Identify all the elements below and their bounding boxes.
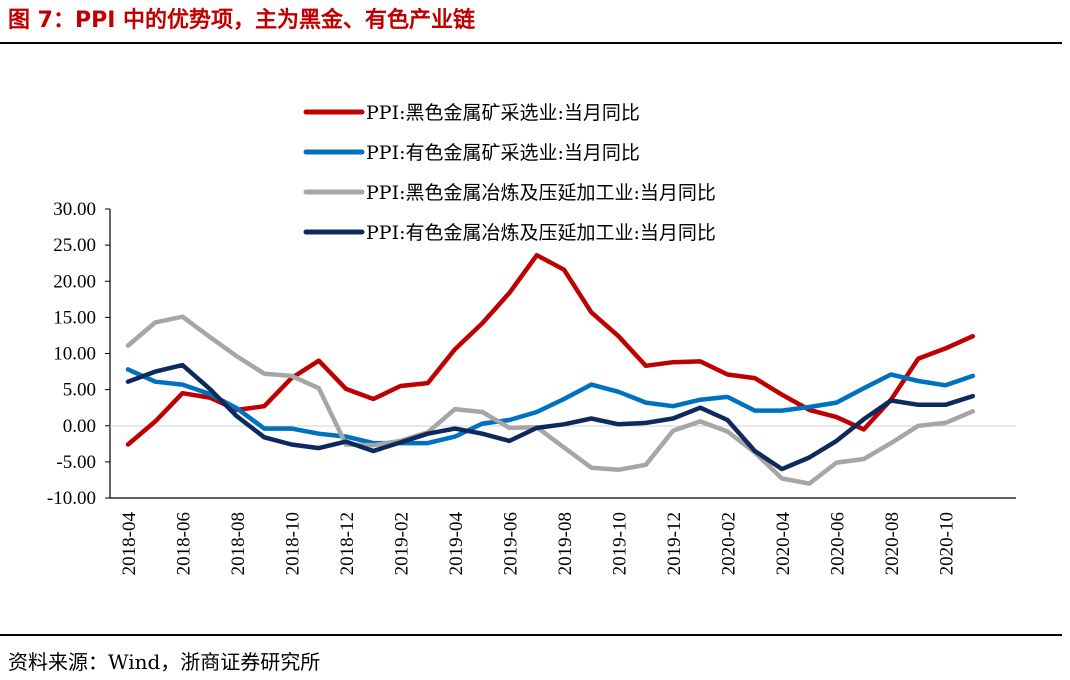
x-tick-label: 2019-04 bbox=[446, 512, 467, 576]
x-tick-label: 2018-06 bbox=[174, 512, 195, 575]
y-tick-label: 25.00 bbox=[53, 235, 96, 256]
series-line-3 bbox=[125, 314, 976, 486]
legend-label-3: PPI:黑色金属冶炼及压延加工业:当月同比 bbox=[366, 182, 716, 204]
y-tick-labels: 30.00 25.00 20.00 15.00 10.00 5.00 0.00 -5.00 -1… bbox=[47, 199, 110, 509]
y-tick-label: 15.00 bbox=[53, 307, 96, 328]
legend-label-4: PPI:有色金属冶炼及压延加工业:当月同比 bbox=[366, 222, 716, 244]
x-tick-label: 2020-10 bbox=[937, 512, 958, 575]
x-tick-label: 2018-04 bbox=[119, 512, 140, 576]
legend: PPI:黑色金属矿采选业:当月同比 PPI:有色金属矿采选业:当月同比 PPI:黑色… bbox=[303, 102, 716, 244]
x-tick-label: 2019-10 bbox=[610, 512, 631, 575]
y-tick-label: 5.00 bbox=[63, 380, 96, 401]
top-rule bbox=[0, 42, 1062, 44]
y-tick-label: 10.00 bbox=[53, 344, 96, 365]
x-tick-label: 2020-08 bbox=[882, 512, 903, 575]
x-tick-label: 2020-06 bbox=[828, 512, 849, 575]
x-tick-label: 2019-08 bbox=[555, 512, 576, 575]
x-tick-label: 2019-12 bbox=[664, 512, 685, 575]
x-tick-label: 2019-06 bbox=[501, 512, 522, 575]
x-tick-label: 2018-12 bbox=[337, 512, 358, 575]
x-tick-label: 2019-02 bbox=[392, 512, 413, 575]
series-lines bbox=[125, 252, 976, 486]
y-tick-label: -10.00 bbox=[47, 488, 96, 509]
y-tick-label: 20.00 bbox=[53, 271, 96, 292]
y-tick-label: -5.00 bbox=[56, 452, 96, 473]
bottom-rule bbox=[0, 634, 1062, 636]
y-tick-label: 0.00 bbox=[63, 416, 96, 437]
x-tick-label: 2020-02 bbox=[719, 512, 740, 575]
x-tick-label: 2018-10 bbox=[283, 512, 304, 575]
series-line-2 bbox=[125, 367, 976, 446]
source-note: 资料来源：Wind，浙商证券研究所 bbox=[8, 650, 321, 674]
series-line-4 bbox=[125, 362, 976, 472]
x-tick-label: 2020-04 bbox=[773, 512, 794, 576]
series-line-1 bbox=[125, 252, 976, 447]
x-tick-labels: 2018-04 2018-06 2018-08 2018-10 2018-12 2019-… bbox=[119, 512, 958, 576]
legend-label-1: PPI:黑色金属矿采选业:当月同比 bbox=[366, 102, 640, 124]
figure-title: 图 7：PPI 中的优势项，主为黑金、有色产业链 bbox=[8, 8, 476, 33]
legend-label-2: PPI:有色金属矿采选业:当月同比 bbox=[366, 142, 640, 164]
y-tick-label: 30.00 bbox=[53, 199, 96, 220]
x-tick-label: 2018-08 bbox=[228, 512, 249, 575]
line-chart: 30.00 25.00 20.00 15.00 10.00 5.00 0.00 -5.00 -1… bbox=[47, 102, 1016, 576]
